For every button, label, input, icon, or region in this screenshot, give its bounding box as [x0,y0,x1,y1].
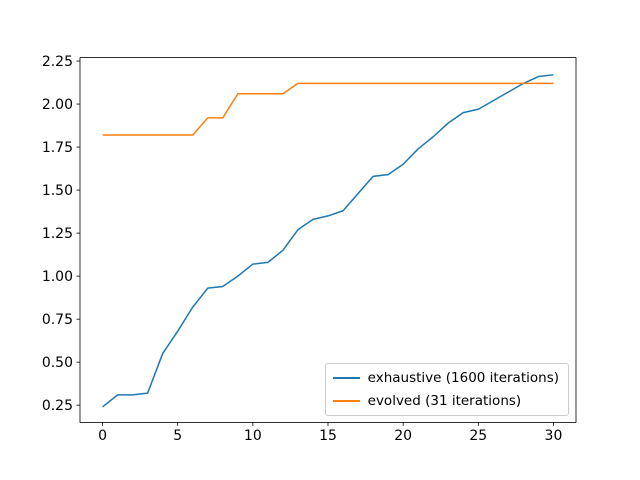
y-tick-label: 0.50 [42,355,73,371]
y-tick-label: 0.75 [42,312,73,328]
y-tick-label: 1.25 [42,226,73,242]
x-tick-label: 15 [319,428,337,444]
y-tick-label: 1.00 [42,269,73,285]
x-tick-label: 25 [469,428,487,444]
x-tick-label: 30 [545,428,563,444]
legend-label-exhaustive: exhaustive (1600 iterations) [367,369,559,386]
x-tick-label: 0 [98,428,107,444]
legend: exhaustive (1600 iterations) evolved (31… [324,362,569,416]
legend-label-evolved: evolved (31 iterations) [367,392,522,409]
axes-frame [79,57,577,423]
legend-item-exhaustive: exhaustive (1600 iterations) [332,369,559,386]
legend-item-evolved: evolved (31 iterations) [332,392,559,409]
y-tick-label: 2.25 [42,54,73,70]
series-line-1 [102,82,554,136]
x-tick-label: 5 [173,428,182,444]
x-tick-label: 10 [244,428,262,444]
x-tick-label: 20 [394,428,412,444]
y-tick-label: 2.00 [42,97,73,113]
y-tick-label: 1.75 [42,140,73,156]
legend-line-swatch-exhaustive [332,376,360,379]
series-line-0 [102,74,554,408]
y-tick-label: 0.25 [42,398,73,414]
legend-line-swatch-evolved [332,399,360,402]
y-tick-label: 1.50 [42,183,73,199]
